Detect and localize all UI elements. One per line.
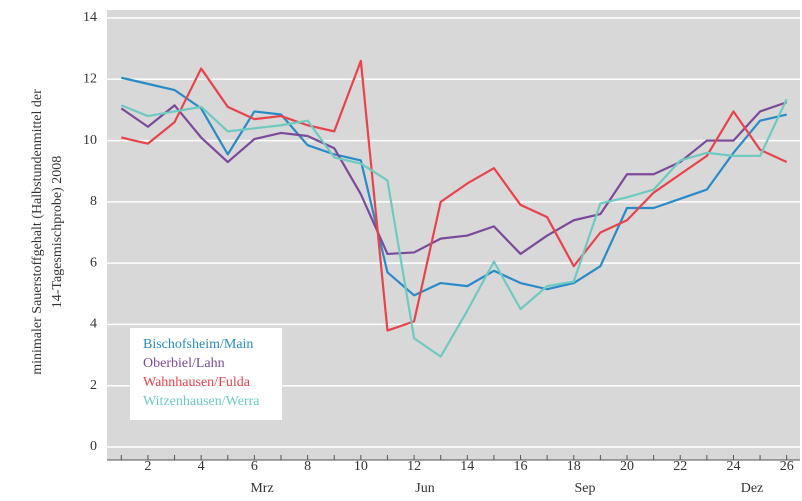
y-tick-label: 6 — [90, 255, 97, 270]
y-axis-label: minimaler Sauerstoffgehalt (Halbstundenm… — [30, 89, 45, 375]
legend-label: Wahnhausen/Fulda — [143, 375, 251, 390]
x-tick-label: 20 — [620, 459, 634, 474]
legend-label: Witzenhausen/Werra — [143, 394, 260, 409]
legend-box — [130, 328, 282, 420]
x-tick-label: 6 — [251, 459, 258, 474]
x-tick-label: 14 — [460, 459, 474, 474]
month-label: Dez — [741, 481, 764, 496]
y-tick-label: 10 — [83, 133, 97, 148]
legend-label: Bischofsheim/Main — [143, 337, 253, 352]
y-tick-label: 4 — [90, 317, 97, 332]
y-tick-label: 2 — [90, 378, 97, 393]
x-tick-label: 24 — [726, 459, 740, 474]
month-label: Mrz — [250, 481, 273, 496]
x-tick-label: 18 — [567, 459, 581, 474]
y-axis-label: 14-Tagesmischprobe) 2008 — [50, 156, 65, 309]
x-tick-label: 4 — [198, 459, 205, 474]
x-tick-label: 12 — [407, 459, 421, 474]
series-line — [121, 59, 788, 332]
month-label: Sep — [575, 481, 596, 496]
x-tick-label: 16 — [514, 459, 528, 474]
series-line — [121, 76, 787, 297]
x-tick-label: 26 — [780, 459, 794, 474]
x-tick-label: 2 — [144, 459, 151, 474]
y-tick-label: 12 — [83, 72, 97, 87]
x-tick-label: 22 — [673, 459, 687, 474]
x-tick-label: 8 — [304, 459, 311, 474]
series-line — [120, 98, 788, 358]
legend-label: Oberbiel/Lahn — [143, 356, 225, 371]
y-tick-label: 14 — [83, 10, 97, 25]
month-label: Jun — [415, 481, 434, 496]
y-tick-label: 0 — [90, 439, 97, 454]
x-tick-label: 10 — [354, 459, 368, 474]
y-tick-label: 8 — [90, 194, 97, 209]
